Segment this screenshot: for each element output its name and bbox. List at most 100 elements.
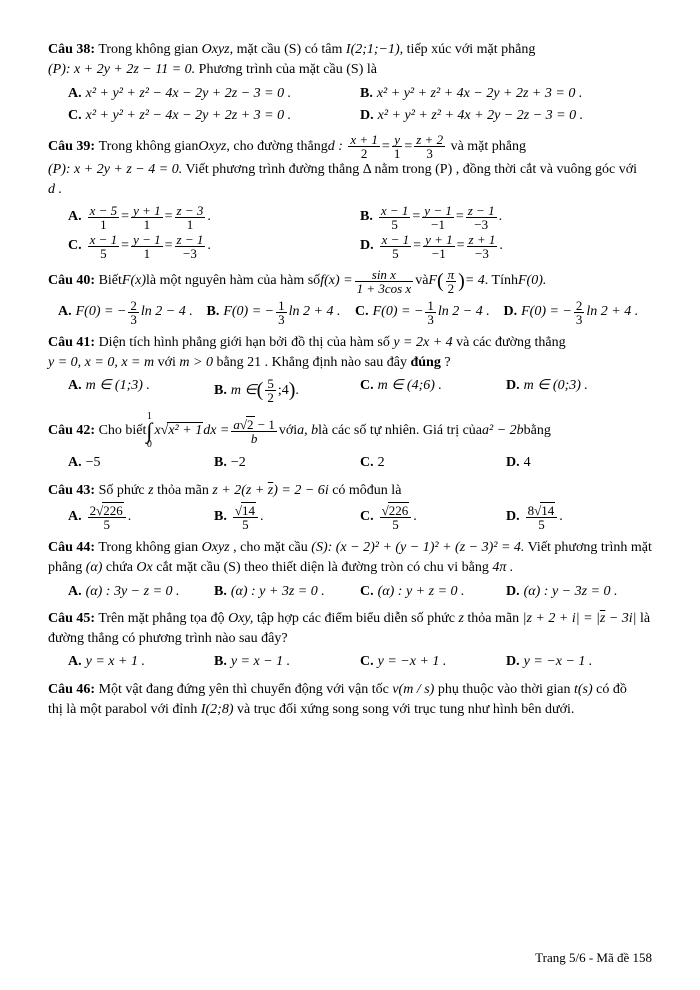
opt: x² + y² + z² − 4x − 2y + 2z − 3 = 0 .: [86, 86, 291, 101]
text: Trong không gian: [99, 137, 199, 157]
rad: 2: [246, 416, 255, 432]
n: y + 1: [423, 233, 455, 247]
q44-label: Câu 44:: [48, 540, 95, 555]
frac-n: z + 2: [414, 133, 445, 147]
q41-options: A.m ∈ (1;3) . B.m ∈ (52;4). C.m ∈ (4;6) …: [68, 375, 652, 406]
text: Số phức: [99, 483, 149, 498]
n: z − 1: [175, 233, 206, 247]
opt: x² + y² + z² + 4x + 2y − 2z − 3 = 0 .: [378, 108, 583, 123]
text: và: [415, 271, 428, 291]
d: 3: [574, 313, 585, 326]
opt: (α) : y − 3z = 0 .: [524, 584, 618, 599]
text: Viết phương trình mặt: [528, 540, 652, 555]
opt: y = x + 1 .: [86, 654, 145, 669]
text: y = 2x + 4: [393, 335, 452, 350]
text: Trên mặt phẳng tọa độ: [98, 611, 228, 626]
text: 4π .: [492, 560, 513, 575]
q42-options: A.−5 B.−2 C.2 D.4: [68, 452, 652, 474]
n: 2: [128, 299, 139, 313]
text: với: [158, 355, 180, 370]
text: ln 2 + 4 .: [289, 302, 341, 322]
text: bằng: [524, 421, 551, 441]
question-41: Câu 41: Diện tích hình phẳng giới hạn bở…: [48, 333, 652, 407]
n: sin x: [355, 268, 414, 282]
opt: m ∈ (1;3) .: [86, 378, 150, 393]
n: z + 1: [467, 233, 498, 247]
rad: 14: [540, 502, 555, 518]
page-footer: Trang 5/6 - Mã đề 158: [535, 950, 652, 966]
text: Oxy,: [228, 611, 253, 626]
d: 5: [88, 518, 126, 531]
q43-label: Câu 43:: [48, 483, 95, 498]
frac-n: y: [392, 133, 403, 147]
text: (S): [346, 62, 363, 77]
question-42: Câu 42: Cho biết 1∫0 xx² + 1dx = a2 − 1b…: [48, 412, 652, 474]
text: . Tính: [485, 271, 518, 291]
text: = 4: [465, 271, 485, 291]
text: (S): [224, 560, 241, 575]
text: d .: [48, 182, 62, 197]
rad: x² + 1: [167, 422, 203, 438]
opt: 2: [378, 455, 385, 470]
opt: (α) : y + z = 0 .: [378, 584, 465, 599]
text: phụ thuộc vào thời gian: [438, 682, 574, 697]
text: y = 0, x = 0, x = m: [48, 355, 154, 370]
text: Biết: [99, 271, 122, 291]
text: tiếp xúc với mặt phẳng: [407, 42, 536, 57]
d: 1: [131, 218, 163, 231]
text: chứa: [106, 560, 137, 575]
n: 2: [574, 299, 585, 313]
q44-options: A.(α) : 3y − z = 0 . B.(α) : y + 3z = 0 …: [68, 581, 652, 603]
text: là: [367, 62, 377, 77]
q42-label: Câu 42:: [48, 421, 95, 441]
text: F(0) = −: [223, 302, 274, 322]
n: x − 5: [88, 204, 120, 218]
frac-n: x + 1: [348, 133, 380, 147]
text: theo thiết diện là đường tròn có chu vi …: [244, 560, 492, 575]
text: phẳng: [48, 560, 86, 575]
opt: x² + y² + z² − 4x − 2y + 2z + 3 = 0 .: [86, 108, 291, 123]
text: , đồng thời cắt và vuông góc với: [456, 162, 637, 177]
d: 1: [175, 218, 206, 231]
text: Oxyz: [198, 137, 226, 157]
d: 3: [276, 313, 287, 326]
n: y − 1: [422, 204, 454, 218]
text: Diện tích hình phẳng giới hạn bởi đồ thị…: [99, 335, 394, 350]
q38-label: Câu 38:: [48, 42, 95, 57]
q40-label: Câu 40:: [48, 271, 95, 291]
d: 5: [380, 518, 412, 531]
text: thị là một parabol với đỉnh: [48, 702, 201, 717]
d: 5: [379, 218, 411, 231]
text: 21: [247, 355, 261, 370]
text: − 1: [255, 417, 275, 432]
q38-options: A.x² + y² + z² − 4x − 2y + 2z − 3 = 0 . …: [68, 83, 652, 128]
q39-options: A. x − 51 = y + 11 = z − 31 . B. x − 15 …: [68, 203, 652, 261]
text: đường thẳng có phương trình nào sau đây?: [48, 631, 288, 646]
frac-d: 1: [392, 147, 403, 160]
rad: 226: [102, 502, 124, 518]
text: v(m / s): [392, 682, 434, 697]
q41-label: Câu 41:: [48, 335, 95, 350]
frac-d: 2: [348, 147, 380, 160]
text: (α): [86, 560, 103, 575]
question-40: Câu 40: Biết F(x) là một nguyên hàm của …: [48, 267, 652, 327]
text: Oxyz,: [202, 42, 234, 57]
text: ;4: [278, 381, 289, 401]
text: ln 2 + 4 .: [586, 302, 638, 322]
text: Ox: [136, 560, 152, 575]
text: ?: [444, 355, 450, 370]
text: d :: [328, 137, 343, 157]
text: F: [428, 271, 437, 291]
n: y − 1: [131, 233, 163, 247]
text: và mặt phẳng: [451, 137, 526, 157]
question-44: Câu 44: Trong không gian Oxyz , cho mặt …: [48, 538, 652, 603]
d: 5: [526, 518, 558, 531]
text: là: [640, 611, 650, 626]
opt: (α) : y + 3z = 0 .: [231, 584, 325, 599]
d: −3: [466, 218, 497, 231]
text: tập hợp các điểm biểu diễn số phức: [257, 611, 459, 626]
text: Phương trình của mặt cầu: [199, 62, 347, 77]
text: F(0) = −: [76, 302, 127, 322]
opt: (α) : 3y − z = 0 .: [86, 584, 180, 599]
text: , cho mặt cầu: [233, 540, 311, 555]
